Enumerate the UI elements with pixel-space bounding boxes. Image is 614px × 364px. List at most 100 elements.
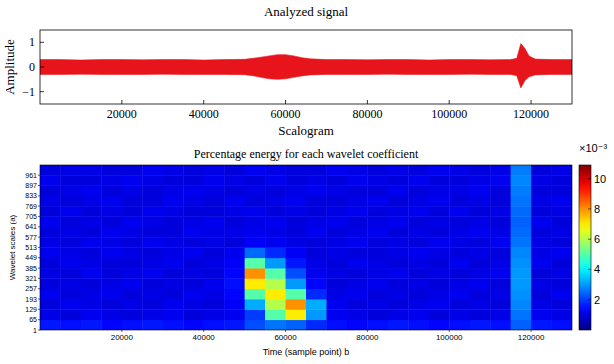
- heatmap-cell: [142, 278, 163, 289]
- heatmap-cell: [449, 258, 470, 269]
- heatmap-cell: [101, 196, 122, 207]
- y-tick: [38, 247, 40, 248]
- heatmap-cell: [265, 185, 286, 196]
- heatmap-cell: [490, 247, 511, 258]
- heatmap-cell: [81, 299, 102, 310]
- heatmap-cell: [204, 258, 225, 269]
- heatmap-cell: [449, 278, 470, 289]
- colorbar-tick-label: 8: [594, 203, 600, 215]
- heatmap-cell: [101, 268, 122, 279]
- heatmap-cell: [122, 206, 143, 217]
- heatmap-cell: [142, 237, 163, 248]
- heatmap-cell: [122, 258, 143, 269]
- heatmap-cell: [306, 165, 327, 176]
- heatmap-cell: [306, 278, 327, 289]
- heatmap-cell: [204, 247, 225, 258]
- heatmap-cell: [552, 216, 572, 227]
- heatmap-cell: [60, 185, 81, 196]
- heatmap-cell: [245, 206, 266, 217]
- heatmap-cell: [122, 227, 143, 238]
- heatmap-cell: [306, 237, 327, 248]
- heatmap-cell: [449, 206, 470, 217]
- heatmap-cell: [204, 175, 225, 186]
- heatmap-cell: [183, 278, 204, 289]
- heatmap-cell: [347, 175, 368, 186]
- heatmap-cell: [490, 268, 511, 279]
- heatmap-cell: [388, 185, 409, 196]
- heatmap-cell: [60, 165, 81, 176]
- heatmap-cell: [163, 165, 184, 176]
- heatmap-cell: [245, 196, 266, 207]
- heatmap-cell: [265, 175, 286, 186]
- heatmap-cell: [367, 258, 388, 269]
- heatmap-cell: [531, 196, 552, 207]
- y-tick: [40, 91, 44, 92]
- heatmap-cell: [367, 196, 388, 207]
- y-tick-label: 129: [25, 306, 37, 313]
- heatmap-cell: [81, 175, 102, 186]
- heatmap-cell: [552, 289, 572, 300]
- heatmap-cell: [245, 175, 266, 186]
- y-tick: [38, 299, 40, 300]
- heatmap-cell: [101, 165, 122, 176]
- heatmap-cell: [408, 206, 429, 217]
- heatmap-cell: [204, 278, 225, 289]
- signal-band: [40, 44, 572, 88]
- heatmap-cell: [429, 196, 450, 207]
- colorbar-tick: [588, 208, 591, 209]
- heatmap-cell: [183, 227, 204, 238]
- y-axis-title: Wavelet scales (a): [8, 214, 17, 280]
- y-tick-label: 193: [25, 296, 37, 303]
- heatmap-cell: [40, 320, 61, 330]
- heatmap-cell: [286, 227, 307, 238]
- heatmap-cell: [245, 237, 266, 248]
- y-tick-label: 0: [29, 60, 35, 74]
- heatmap-cell: [429, 289, 450, 300]
- heatmap-cell: [347, 185, 368, 196]
- heatmap-cell: [326, 196, 347, 207]
- y-tick: [38, 206, 40, 207]
- heatmap-cell: [388, 227, 409, 238]
- heatmap-cell: [224, 258, 245, 269]
- heatmap-cell: [265, 237, 286, 248]
- heatmap-cell: [204, 206, 225, 217]
- heatmap-cell: [142, 258, 163, 269]
- x-tick-label: 60000: [271, 107, 301, 121]
- heatmap-cell: [265, 227, 286, 238]
- colorbar-tick: [588, 269, 591, 270]
- heatmap-cell: [408, 268, 429, 279]
- heatmap-cell: [490, 175, 511, 186]
- y-tick: [38, 185, 40, 186]
- heatmap-cell: [326, 309, 347, 320]
- heatmap-cell: [142, 299, 163, 310]
- heatmap-cell: [347, 196, 368, 207]
- heatmap-cell: [531, 206, 552, 217]
- heatmap-cell: [388, 216, 409, 227]
- heatmap-cell: [286, 278, 307, 289]
- y-tick: [38, 195, 40, 196]
- heatmap-cell: [326, 247, 347, 258]
- section-title: Scalogram: [278, 123, 334, 138]
- heatmap-cell: [101, 227, 122, 238]
- figure: Analyzed signalAmplitude−101200004000060…: [0, 0, 614, 364]
- heatmap-cell: [286, 299, 307, 310]
- heatmap-cell: [40, 206, 61, 217]
- x-axis-title: Time (sample point) b: [263, 347, 350, 357]
- heatmap-cell: [122, 278, 143, 289]
- y-tick-label: 705: [25, 213, 37, 220]
- heatmap-cell: [265, 320, 286, 330]
- heatmap-cell: [224, 320, 245, 330]
- heatmap-cell: [60, 227, 81, 238]
- heatmap-cell: [122, 289, 143, 300]
- heatmap-cell: [122, 309, 143, 320]
- colorbar-tick: [588, 178, 591, 179]
- heatmap-cell: [81, 268, 102, 279]
- heatmap-cell: [326, 216, 347, 227]
- heatmap-cell: [60, 175, 81, 186]
- heatmap-cell: [552, 227, 572, 238]
- heatmap-cell: [347, 258, 368, 269]
- heatmap-cell: [429, 258, 450, 269]
- heatmap-cell: [347, 289, 368, 300]
- heatmap-cell: [511, 185, 532, 196]
- heatmap-cell: [490, 258, 511, 269]
